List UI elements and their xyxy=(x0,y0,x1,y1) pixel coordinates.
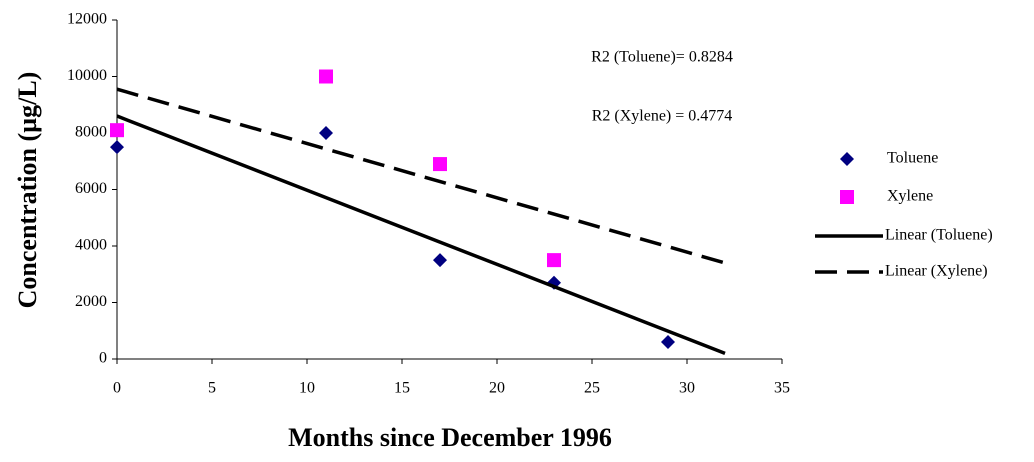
x-tick-label: 10 xyxy=(299,380,315,397)
trend-line xyxy=(116,114,726,355)
legend-marker xyxy=(840,190,854,204)
legend-label: Xylene xyxy=(887,188,933,205)
legend-marker xyxy=(840,152,854,166)
data-point xyxy=(433,157,447,172)
y-tick-label: 6000 xyxy=(75,180,107,197)
x-tick-label: 20 xyxy=(489,380,505,397)
x-tick-label: 25 xyxy=(584,380,600,397)
data-point xyxy=(110,123,124,138)
x-tick-label: 0 xyxy=(113,380,121,397)
legend-label: Linear (Xylene) xyxy=(885,263,988,280)
y-tick-label: 0 xyxy=(99,350,107,367)
x-tick-label: 35 xyxy=(774,380,790,397)
y-tick-label: 8000 xyxy=(75,124,107,141)
data-point xyxy=(661,335,675,350)
x-tick-label: 5 xyxy=(208,380,216,397)
data-point xyxy=(110,140,124,155)
x-tick-label: 30 xyxy=(679,380,695,397)
y-axis-label: Concentration (µg/L) xyxy=(13,72,42,309)
data-point xyxy=(547,253,561,268)
y-tick-label: 10000 xyxy=(67,67,107,84)
data-point xyxy=(319,69,333,84)
x-axis-label: Months since December 1996 xyxy=(288,423,612,452)
legend-label: Linear (Toluene) xyxy=(885,227,993,244)
trend-line xyxy=(116,87,726,265)
annotation: R2 (Xylene) = 0.4774 xyxy=(592,108,733,125)
y-tick-label: 12000 xyxy=(67,11,107,28)
data-point xyxy=(433,253,447,268)
x-tick-label: 15 xyxy=(394,380,410,397)
data-point xyxy=(319,126,333,140)
legend-label: Toluene xyxy=(887,150,938,167)
annotation: R2 (Toluene)= 0.8284 xyxy=(591,49,733,66)
y-tick-label: 4000 xyxy=(75,237,107,254)
y-tick-label: 2000 xyxy=(75,293,107,310)
